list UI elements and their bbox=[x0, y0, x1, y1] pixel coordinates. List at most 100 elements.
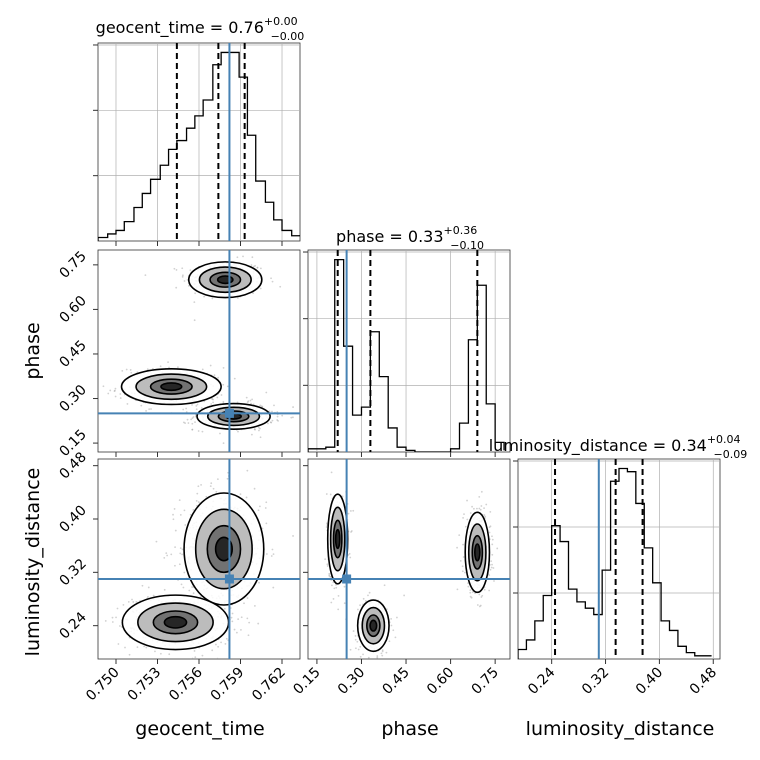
sample-point bbox=[212, 401, 215, 404]
sample-point bbox=[332, 598, 335, 600]
sample-point bbox=[480, 490, 483, 493]
sample-point bbox=[222, 400, 225, 403]
sample-point bbox=[250, 433, 253, 436]
sample-point bbox=[147, 596, 149, 598]
sample-point bbox=[269, 421, 272, 424]
sample-point bbox=[466, 518, 469, 521]
sample-point bbox=[210, 403, 213, 405]
density-fill bbox=[160, 382, 182, 391]
sample-point bbox=[247, 634, 250, 637]
sample-point bbox=[473, 507, 475, 510]
sample-point bbox=[483, 514, 486, 516]
sample-point bbox=[490, 560, 493, 563]
sample-point bbox=[114, 387, 117, 390]
sample-point bbox=[272, 553, 275, 556]
contour-line bbox=[120, 368, 222, 406]
sample-point bbox=[168, 366, 170, 369]
sample-point bbox=[491, 553, 494, 556]
sample-point bbox=[235, 631, 238, 634]
sample-point bbox=[481, 594, 484, 597]
sample-point bbox=[178, 563, 181, 566]
sample-point bbox=[258, 427, 261, 430]
sample-point bbox=[246, 401, 249, 404]
sample-point bbox=[201, 654, 204, 657]
sample-point bbox=[196, 492, 199, 495]
sample-point bbox=[192, 592, 195, 595]
sample-point bbox=[109, 389, 112, 392]
sample-point bbox=[119, 397, 122, 399]
sample-point bbox=[250, 264, 253, 266]
sample-point bbox=[337, 594, 340, 597]
sample-point bbox=[175, 269, 178, 271]
density-fill bbox=[215, 537, 233, 561]
sample-point bbox=[163, 556, 166, 559]
sample-point bbox=[236, 297, 239, 299]
sample-point bbox=[177, 366, 179, 369]
sample-point bbox=[253, 605, 256, 607]
sample-point bbox=[270, 555, 273, 557]
contour-line bbox=[334, 528, 341, 550]
sample-point bbox=[479, 604, 482, 607]
sample-point bbox=[483, 507, 485, 509]
x-tick-label-luminosity-distance: 0.24 bbox=[525, 664, 558, 697]
sample-point bbox=[330, 601, 333, 604]
contour-line bbox=[194, 508, 253, 590]
sample-point bbox=[488, 526, 491, 529]
sample-point bbox=[163, 588, 166, 591]
sample-point bbox=[490, 566, 493, 569]
sample-point bbox=[354, 635, 357, 637]
sample-point bbox=[349, 556, 352, 559]
sample-point bbox=[216, 657, 219, 659]
sample-point bbox=[246, 617, 249, 620]
sample-point bbox=[183, 280, 186, 282]
sample-point bbox=[193, 301, 196, 304]
sample-point bbox=[350, 531, 352, 533]
sample-point bbox=[260, 405, 263, 408]
sample-point bbox=[462, 556, 465, 558]
sample-point bbox=[215, 643, 217, 646]
xlabel-phase: phase bbox=[381, 718, 438, 740]
sample-point bbox=[220, 394, 223, 396]
sample-point bbox=[107, 392, 110, 395]
sample-point bbox=[180, 583, 183, 586]
sample-point bbox=[222, 383, 225, 386]
sample-point bbox=[337, 608, 340, 611]
contour-line bbox=[369, 619, 378, 632]
sample-point bbox=[187, 284, 190, 287]
sample-point bbox=[252, 265, 255, 268]
sample-point bbox=[111, 616, 114, 619]
sample-point bbox=[249, 399, 252, 402]
sample-point bbox=[343, 585, 346, 588]
density-fill bbox=[370, 620, 377, 632]
truth-marker bbox=[224, 574, 234, 584]
contour-line bbox=[152, 610, 199, 635]
sample-point bbox=[469, 512, 472, 514]
sample-point bbox=[195, 408, 198, 411]
sample-point bbox=[216, 396, 219, 399]
sample-point bbox=[145, 410, 147, 412]
scatter-panel-luminosity-distance-vs-geocent-time bbox=[97, 458, 301, 660]
sample-point bbox=[132, 601, 135, 603]
sample-point bbox=[271, 548, 274, 551]
sample-point bbox=[191, 403, 193, 406]
sample-point bbox=[239, 493, 242, 496]
sample-point bbox=[184, 524, 187, 526]
sample-point bbox=[324, 558, 327, 561]
sample-point bbox=[290, 416, 293, 419]
contour-line bbox=[332, 519, 343, 559]
sample-point bbox=[281, 414, 284, 417]
contour-line bbox=[137, 602, 214, 643]
sample-point bbox=[367, 656, 370, 659]
sample-point bbox=[491, 535, 493, 538]
sample-point bbox=[349, 510, 352, 512]
contour-line bbox=[160, 382, 183, 392]
sample-point bbox=[253, 428, 256, 430]
sample-point bbox=[136, 646, 139, 649]
sample-point bbox=[181, 274, 184, 277]
sample-point bbox=[376, 656, 379, 659]
sample-point bbox=[461, 570, 464, 573]
sample-point bbox=[187, 422, 190, 424]
sample-point bbox=[240, 628, 242, 631]
sample-point bbox=[254, 264, 256, 267]
sample-point bbox=[246, 469, 249, 472]
